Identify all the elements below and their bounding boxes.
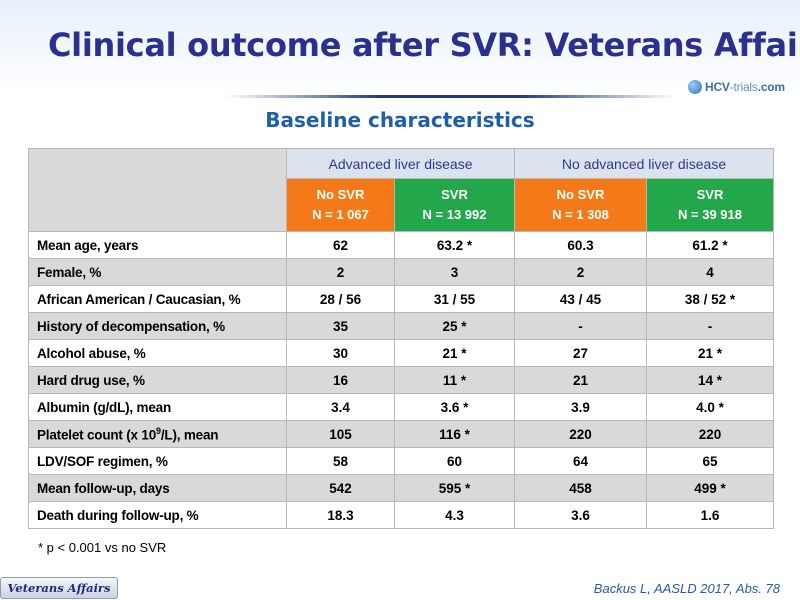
cell-value: 3.9 — [514, 393, 648, 421]
cell-value: 28 / 56 — [286, 285, 395, 313]
cell-value: 3 — [393, 258, 516, 286]
cell-value: 63.2 * — [393, 231, 516, 259]
cell-value: 220 — [646, 420, 775, 448]
baseline-table: Advanced liver disease No advanced liver… — [28, 148, 775, 529]
table-row: History of decompensation, % 35 25 * - - — [28, 312, 775, 340]
table-row: African American / Caucasian, % 28 / 56 … — [28, 285, 775, 313]
cell-value: 31 / 55 — [393, 285, 516, 313]
cell-value: 35 — [286, 312, 395, 340]
col-header-adv-svr: SVR N = 13 992 — [393, 178, 516, 232]
table-row: Female, % 2 3 2 4 — [28, 258, 775, 286]
col-header-noadv-no-svr: No SVR N = 1 308 — [514, 178, 648, 232]
col-header-noadv-svr: SVR N = 39 918 — [646, 178, 775, 232]
row-label: Platelet count (x 109/L), mean — [28, 420, 287, 448]
table-row: Albumin (g/dL), mean 3.4 3.6 * 3.9 4.0 * — [28, 393, 775, 421]
cell-value: 499 * — [646, 474, 775, 502]
table-row: Hard drug use, % 16 11 * 21 14 * — [28, 366, 775, 394]
table-row: Mean follow-up, days 542 595 * 458 499 * — [28, 474, 775, 502]
row-label: Mean follow-up, days — [28, 474, 287, 502]
logo-text: HCV-trials.com — [705, 80, 785, 94]
cell-value: 4 — [646, 258, 775, 286]
citation: Backus L, AASLD 2017, Abs. 78 — [593, 581, 780, 596]
row-label: Female, % — [28, 258, 287, 286]
cell-value: 58 — [286, 447, 395, 475]
cell-value: 16 — [286, 366, 395, 394]
cell-value: 595 * — [393, 474, 516, 502]
table-row: Platelet count (x 109/L), mean 105 116 *… — [28, 420, 775, 448]
table-row: Mean age, years 62 63.2 * 60.3 61.2 * — [28, 231, 775, 259]
cell-value: 60.3 — [514, 231, 648, 259]
cell-value: 14 * — [646, 366, 775, 394]
row-label: Death during follow-up, % — [28, 501, 287, 529]
cell-value: 116 * — [393, 420, 516, 448]
cell-value: 18.3 — [286, 501, 395, 529]
hcv-trials-logo: HCV-trials.com — [688, 79, 785, 95]
cell-value: 542 — [286, 474, 395, 502]
cell-value: 25 * — [393, 312, 516, 340]
row-label: African American / Caucasian, % — [28, 285, 287, 313]
cell-value: 105 — [286, 420, 395, 448]
cell-value: 21 * — [646, 339, 775, 367]
cell-value: 4.0 * — [646, 393, 775, 421]
cell-value: 220 — [514, 420, 648, 448]
cell-value: 21 * — [393, 339, 516, 367]
cell-value: 2 — [286, 258, 395, 286]
cell-value: 62 — [286, 231, 395, 259]
cell-value: 60 — [393, 447, 516, 475]
header-band — [0, 0, 800, 95]
title-divider — [225, 95, 675, 98]
row-label: History of decompensation, % — [28, 312, 287, 340]
slide-title: Clinical outcome after SVR: Veterans Aff… — [48, 26, 800, 64]
logo-globe-icon — [688, 80, 702, 94]
col-header-adv-no-svr: No SVR N = 1 067 — [286, 178, 395, 232]
row-label: Albumin (g/dL), mean — [28, 393, 287, 421]
row-label: LDV/SOF regimen, % — [28, 447, 287, 475]
group-header-no-advanced: No advanced liver disease — [514, 148, 775, 179]
veterans-affairs-badge: Veterans Affairs — [0, 577, 118, 599]
cell-value: 38 / 52 * — [646, 285, 775, 313]
cell-value: 65 — [646, 447, 775, 475]
cell-value: - — [514, 312, 648, 340]
cell-value: 3.4 — [286, 393, 395, 421]
cell-value: 4.3 — [393, 501, 516, 529]
cell-value: 27 — [514, 339, 648, 367]
row-label: Mean age, years — [28, 231, 287, 259]
table-row: Alcohol abuse, % 30 21 * 27 21 * — [28, 339, 775, 367]
footnote: * p < 0.001 vs no SVR — [38, 540, 167, 555]
cell-value: 64 — [514, 447, 648, 475]
cell-value: 21 — [514, 366, 648, 394]
cell-value: - — [646, 312, 775, 340]
table-row: Death during follow-up, % 18.3 4.3 3.6 1… — [28, 501, 775, 529]
group-header-advanced: Advanced liver disease — [285, 148, 516, 179]
cell-value: 1.6 — [646, 501, 775, 529]
table-corner — [28, 148, 287, 232]
row-label: Alcohol abuse, % — [28, 339, 287, 367]
table-row: LDV/SOF regimen, % 58 60 64 65 — [28, 447, 775, 475]
cell-value: 458 — [514, 474, 648, 502]
cell-value: 30 — [286, 339, 395, 367]
cell-value: 61.2 * — [646, 231, 775, 259]
cell-value: 43 / 45 — [514, 285, 648, 313]
row-label: Hard drug use, % — [28, 366, 287, 394]
cell-value: 3.6 * — [393, 393, 516, 421]
cell-value: 11 * — [393, 366, 516, 394]
table-subtitle: Baseline characteristics — [265, 108, 535, 132]
cell-value: 3.6 — [514, 501, 648, 529]
cell-value: 2 — [514, 258, 648, 286]
